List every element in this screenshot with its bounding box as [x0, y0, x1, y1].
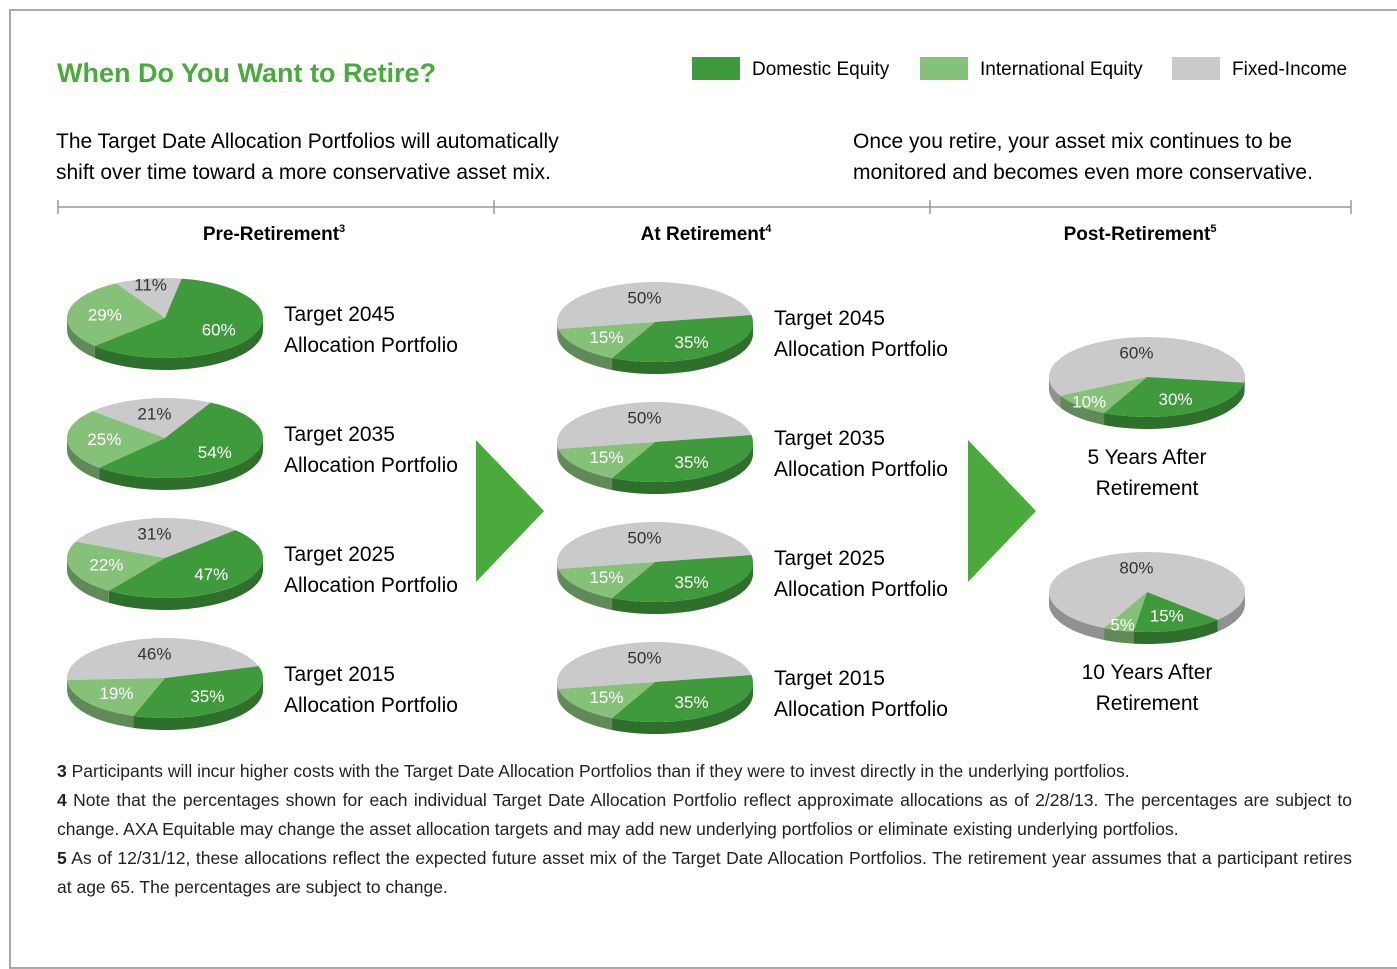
legend-label: Domestic Equity: [752, 59, 890, 80]
slice-label: 30%: [1159, 390, 1193, 409]
section-title: At Retirement: [641, 224, 766, 245]
footnotes: 3 Participants will incur higher costs w…: [57, 757, 1352, 902]
intro-text: shift over time toward a more conservati…: [56, 161, 551, 184]
legend-swatch: [920, 57, 968, 80]
section-title: Pre-Retirement: [203, 224, 340, 245]
pie-caption: Allocation Portfolio: [284, 334, 458, 357]
footnote-text: Note that the percentages shown for each…: [57, 790, 1352, 839]
pie-caption: Target 2035: [774, 427, 885, 450]
pie-caption: Target 2025: [284, 543, 395, 566]
pie-caption: Target 2035: [284, 423, 395, 446]
pie-caption: Allocation Portfolio: [284, 574, 458, 597]
slice-label: 35%: [675, 333, 709, 352]
pie: 60% 30% 10%: [1049, 337, 1245, 429]
slice-label: 21%: [137, 405, 171, 424]
slice-label: 15%: [589, 688, 623, 707]
slice-label: 50%: [627, 409, 661, 428]
arrow: [476, 440, 544, 582]
pie: 50% 35% 15%: [557, 522, 753, 614]
slice-label: 29%: [88, 306, 122, 325]
pie: 50% 35% 15%: [557, 402, 753, 494]
pie-caption: Retirement: [1096, 477, 1199, 500]
section-note: 3: [339, 223, 345, 235]
slice-label: 25%: [87, 430, 121, 449]
slice-label: 35%: [675, 573, 709, 592]
pie-caption: 5 Years After: [1087, 446, 1206, 469]
footnote-number: 3: [57, 761, 67, 781]
slice-label: 19%: [99, 684, 133, 703]
pie-caption: Allocation Portfolio: [774, 338, 948, 361]
pie-caption: Allocation Portfolio: [774, 578, 948, 601]
intro-text: monitored and becomes even more conserva…: [853, 161, 1313, 184]
intro-text: Once you retire, your asset mix continue…: [853, 130, 1292, 153]
pie-caption: Target 2015: [774, 667, 885, 690]
slice-label: 11%: [134, 276, 167, 295]
slice-label: 15%: [1150, 606, 1184, 625]
legend-swatch: [692, 57, 740, 80]
intro-text: The Target Date Allocation Portfolios wi…: [56, 130, 559, 153]
pie-caption: Retirement: [1096, 692, 1199, 715]
slice-label: 54%: [198, 443, 232, 462]
footnote: 4 Note that the percentages shown for ea…: [57, 786, 1352, 844]
slice-label: 5%: [1110, 616, 1135, 635]
legend-label: International Equity: [980, 59, 1143, 80]
legend-swatch: [1172, 57, 1220, 80]
slice-label: 60%: [202, 321, 236, 340]
section-note: 4: [765, 223, 772, 235]
footnote-text: Participants will incur higher costs wit…: [72, 761, 1130, 781]
slice-label: 35%: [675, 693, 709, 712]
pie: 46% 35% 19%: [67, 638, 263, 730]
section-heading: Post-Retirement5: [1064, 223, 1217, 245]
slice-label: 15%: [589, 448, 623, 467]
pie: 31% 47% 22%: [67, 518, 263, 610]
slice-label: 35%: [675, 453, 709, 472]
legend-label: Fixed-Income: [1232, 59, 1347, 80]
title: When Do You Want to Retire?: [57, 58, 436, 88]
slice-label: 31%: [137, 525, 171, 544]
pie: 11% 60% 29%: [67, 276, 263, 370]
slice-label: 80%: [1119, 559, 1153, 578]
slice-label: 47%: [194, 565, 228, 584]
pie-caption: Allocation Portfolio: [774, 458, 948, 481]
footnote-text: As of 12/31/12, these allocations reflec…: [57, 848, 1352, 897]
pie-caption: 10 Years After: [1082, 661, 1213, 684]
footnote: 3 Participants will incur higher costs w…: [57, 757, 1352, 786]
slice-label: 10%: [1072, 392, 1106, 411]
slice-label: 60%: [1119, 344, 1153, 363]
pie-caption: Target 2025: [774, 547, 885, 570]
slice-label: 35%: [190, 687, 224, 706]
pie-caption: Allocation Portfolio: [774, 698, 948, 721]
slice-label: 15%: [589, 568, 623, 587]
pie-caption: Target 2015: [284, 663, 395, 686]
pie: 80% 15% 5%: [1049, 552, 1245, 644]
slice-label: 50%: [627, 529, 661, 548]
footnote-number: 5: [57, 848, 67, 868]
infographic: When Do You Want to Retire? Domestic Equ…: [0, 0, 1397, 750]
pie: 50% 35% 15%: [557, 642, 753, 734]
slice-label: 50%: [627, 649, 661, 668]
footnote-number: 4: [57, 790, 67, 810]
pie: 50% 35% 15%: [557, 282, 753, 374]
slice-label: 22%: [89, 556, 123, 575]
slice-label: 50%: [627, 289, 661, 308]
pie: 21% 54% 25%: [67, 398, 263, 490]
pie-caption: Target 2045: [284, 303, 395, 326]
section-title: Post-Retirement: [1064, 224, 1211, 245]
pie-caption: Allocation Portfolio: [284, 694, 458, 717]
pie-caption: Allocation Portfolio: [284, 454, 458, 477]
slice-label: 46%: [137, 645, 171, 664]
footnote: 5 As of 12/31/12, these allocations refl…: [57, 844, 1352, 902]
section-heading: At Retirement4: [641, 223, 773, 245]
pie-caption: Target 2045: [774, 307, 885, 330]
slice-label: 15%: [589, 328, 623, 347]
arrow: [968, 440, 1036, 582]
section-note: 5: [1210, 223, 1216, 235]
section-heading: Pre-Retirement3: [203, 223, 345, 245]
